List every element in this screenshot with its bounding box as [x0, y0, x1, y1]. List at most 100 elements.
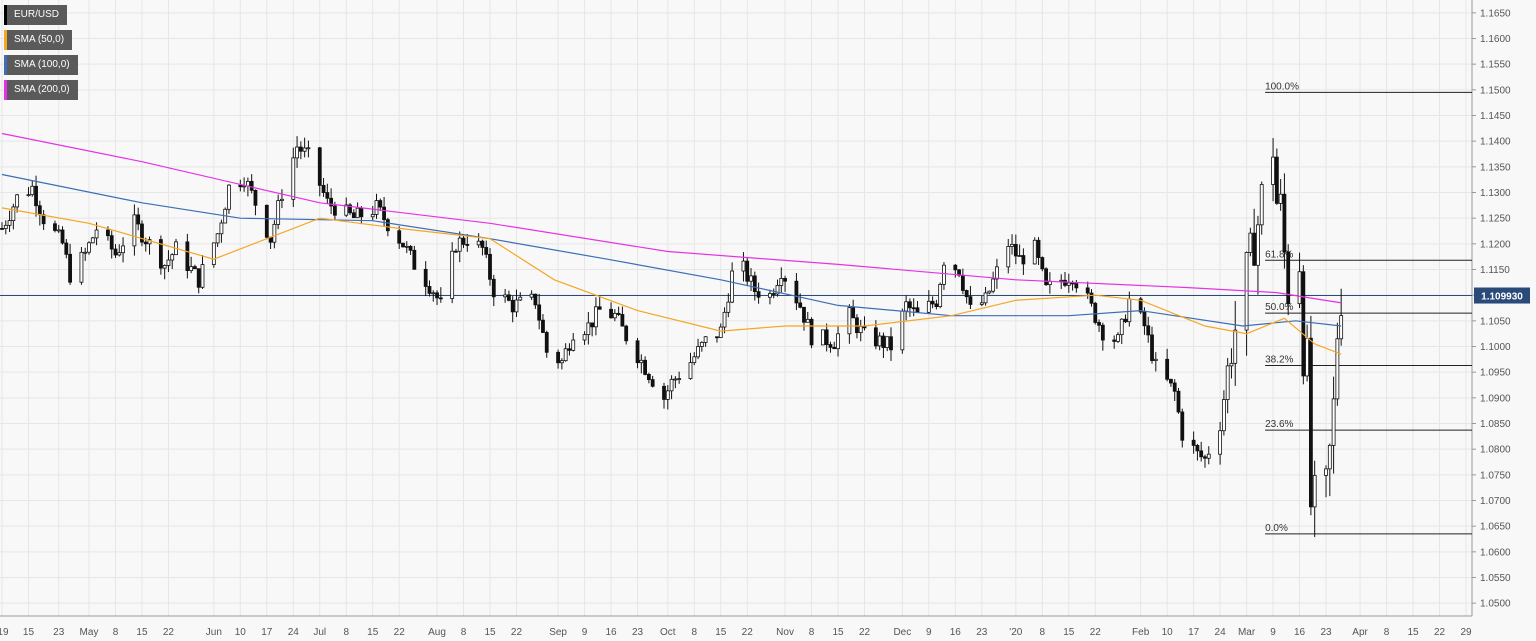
candle-body	[15, 194, 20, 208]
candle	[7, 210, 12, 232]
candle	[1142, 307, 1147, 335]
candle	[200, 255, 205, 289]
candle	[325, 183, 330, 204]
candle	[1153, 352, 1158, 372]
candle-body	[696, 346, 700, 358]
candle	[979, 295, 984, 307]
candle	[1278, 179, 1283, 211]
candle-body	[253, 189, 258, 206]
x-tick-label: 22	[1434, 627, 1446, 638]
candle-body	[87, 242, 91, 253]
candle	[934, 299, 939, 310]
y-tick-label: 1.0700	[1480, 496, 1511, 507]
legend-item-sma50[interactable]: SMA (50,0)	[4, 30, 73, 50]
candle-body	[1116, 334, 1120, 342]
candle	[624, 324, 629, 345]
candle-body	[1233, 329, 1238, 364]
candle-body	[211, 242, 216, 265]
x-tick-label: 29	[1460, 627, 1472, 638]
candle	[594, 297, 598, 336]
candle-body	[1119, 318, 1124, 336]
candle	[344, 197, 349, 217]
candle-body	[1089, 292, 1094, 304]
candle-body	[942, 264, 946, 285]
candle	[280, 189, 284, 209]
candle	[669, 375, 674, 400]
candle	[1331, 376, 1336, 474]
last-price-tag: 1.109930	[1474, 287, 1530, 304]
candle	[900, 308, 905, 354]
candle	[533, 293, 538, 309]
candle-body	[832, 346, 837, 350]
candle-body	[567, 348, 572, 351]
candle-body	[699, 342, 704, 348]
candle	[1248, 227, 1253, 257]
candle	[1165, 348, 1170, 382]
candle-body	[1146, 325, 1151, 336]
candle	[423, 261, 428, 297]
y-tick-label: 1.1500	[1480, 85, 1511, 96]
legend-item-sma200[interactable]: SMA (200,0)	[4, 80, 78, 100]
x-tick-label: 9	[926, 627, 932, 638]
x-tick-label: 22	[163, 627, 175, 638]
y-tick-label: 1.0550	[1480, 573, 1511, 584]
candle	[597, 296, 602, 310]
candle-body	[1085, 287, 1090, 294]
candle-body	[162, 265, 167, 269]
candle-body	[64, 242, 69, 255]
candle-body	[276, 200, 281, 225]
candle-body	[1059, 279, 1064, 282]
y-tick-label: 1.1250	[1480, 214, 1511, 225]
candle	[1271, 138, 1275, 202]
candle	[1274, 148, 1279, 205]
legend-item-sma100[interactable]: SMA (100,0)	[4, 55, 78, 75]
candle	[317, 146, 322, 197]
y-tick-label: 1.0900	[1480, 393, 1511, 404]
candle	[662, 382, 666, 409]
candle-body	[881, 335, 886, 348]
candle-body	[715, 336, 719, 339]
x-tick-label: 17	[1188, 627, 1200, 638]
candle-body	[1324, 468, 1328, 476]
candle-body	[1010, 244, 1014, 247]
candle	[586, 312, 591, 345]
candle	[302, 137, 307, 158]
candle	[968, 285, 973, 310]
candle-body	[325, 192, 330, 199]
candle-body	[1032, 239, 1037, 265]
candle-body	[143, 241, 148, 245]
fib-level-label: 0.0%	[1265, 523, 1288, 534]
candle-body	[1339, 315, 1344, 340]
candle-body	[855, 317, 859, 334]
candle-body	[968, 296, 973, 305]
candle	[83, 247, 88, 261]
x-tick-label: 23	[632, 627, 644, 638]
last-price-badge	[1474, 287, 1530, 304]
candle	[1206, 446, 1211, 465]
candle-body	[41, 214, 46, 225]
candle	[1256, 215, 1260, 295]
candle	[609, 302, 613, 319]
candle	[722, 307, 727, 334]
candle-body	[768, 293, 772, 298]
candle	[60, 226, 65, 245]
sma-100-line	[1, 173, 1342, 327]
candle	[1172, 379, 1177, 402]
candle	[56, 224, 61, 234]
candle	[238, 179, 243, 192]
candle-body	[1006, 246, 1011, 268]
candle-body	[983, 292, 988, 304]
candle-body	[397, 230, 402, 244]
candle-body	[1036, 239, 1041, 258]
legend-swatch	[4, 80, 7, 100]
candle-body	[1180, 411, 1185, 441]
candle-body	[491, 278, 496, 298]
candle-body	[488, 253, 492, 280]
legend-item-eurusd[interactable]: EUR/USD	[4, 5, 68, 25]
candle-body	[1074, 283, 1079, 289]
legend-swatch	[4, 30, 7, 50]
candle-body	[332, 205, 337, 216]
candle	[639, 354, 644, 374]
candle-body	[401, 242, 405, 248]
